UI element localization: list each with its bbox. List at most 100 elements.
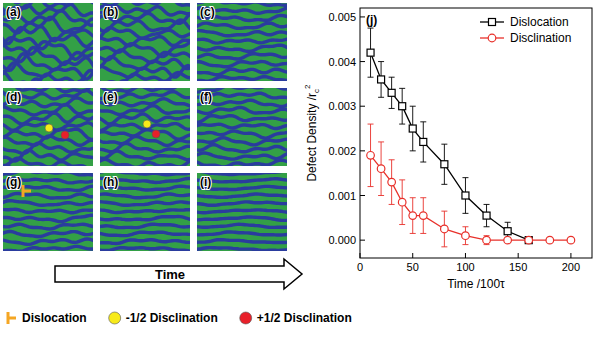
data-point <box>367 152 375 160</box>
x-axis-title: Time /100τ <box>447 277 505 291</box>
error-bar <box>399 180 405 225</box>
stripe <box>197 116 287 123</box>
error-bar <box>441 211 447 247</box>
y-tick-label: 0.005 <box>328 11 356 23</box>
pattern-panel <box>100 88 190 166</box>
y-axis-title: Defect Density /rc2 <box>303 84 321 182</box>
panel-label: (c) <box>200 5 215 19</box>
stripe <box>100 159 190 166</box>
legend-text: Dislocation <box>510 15 569 29</box>
stripe <box>3 239 93 245</box>
pattern-panel <box>3 88 93 166</box>
error-bar <box>368 28 374 77</box>
error-bar <box>410 106 416 151</box>
x-tick <box>518 253 519 258</box>
error-bar <box>389 160 395 205</box>
data-group <box>367 28 575 247</box>
disclination-symbol <box>109 312 121 324</box>
stripe <box>197 31 287 36</box>
x-tick-label: 50 <box>407 261 419 273</box>
x-tick <box>570 253 571 258</box>
y-tick <box>360 61 365 62</box>
data-point <box>462 232 470 240</box>
error-bar <box>462 227 468 245</box>
stripe <box>197 248 287 251</box>
stripe <box>100 81 190 82</box>
y-tick-label: 0.001 <box>328 190 356 202</box>
stripe <box>197 124 287 129</box>
stripe <box>197 130 287 138</box>
stripe <box>197 69 287 75</box>
error-bar <box>484 204 490 226</box>
stripe <box>3 201 93 206</box>
stripe <box>197 23 287 28</box>
stripe <box>3 232 93 237</box>
defect-legend-item: -1/2 Disclination <box>109 311 218 325</box>
data-point <box>399 103 406 110</box>
stripe <box>197 45 287 51</box>
stripe <box>100 136 190 145</box>
x-tick-label: 200 <box>562 261 580 273</box>
stripe <box>100 248 190 251</box>
disclination-symbol <box>152 130 160 138</box>
data-point <box>388 178 396 186</box>
data-point <box>441 225 449 233</box>
pattern-panel <box>3 3 93 81</box>
y-tick <box>360 195 365 196</box>
stripe <box>3 136 93 145</box>
stripe <box>197 210 287 213</box>
stripe <box>3 70 93 81</box>
y-tick <box>360 16 365 17</box>
defect-legend-item: Dislocation <box>8 311 87 325</box>
data-point <box>483 212 490 219</box>
data-point <box>398 198 406 206</box>
stripe <box>197 194 287 197</box>
y-tick <box>360 240 365 241</box>
pattern-ground <box>100 88 190 166</box>
defect-legend-item: +1/2 Disclination <box>240 311 352 325</box>
data-point <box>378 76 385 83</box>
panel-label: (d) <box>6 90 21 104</box>
disclination-symbol <box>240 312 252 324</box>
panel-label: (e) <box>103 90 118 104</box>
disclination-symbol <box>143 120 151 128</box>
stripe <box>197 107 287 113</box>
x-tick-label: 100 <box>456 261 474 273</box>
stripe <box>197 202 287 205</box>
legend-item: Disclination <box>480 31 571 45</box>
pattern-panel <box>100 173 190 251</box>
stripe <box>3 105 93 116</box>
stripe <box>3 224 93 229</box>
data-point <box>419 212 427 220</box>
figure: (a)(b)(c)(d)(e)(f)(g)(h)(i)TimeDislocati… <box>0 0 605 340</box>
stripe <box>197 145 287 152</box>
chart-panel-label: (j) <box>366 13 377 27</box>
data-point <box>525 237 532 244</box>
data-point <box>441 161 448 168</box>
dislocation-symbol <box>23 185 31 197</box>
stripe <box>197 62 287 67</box>
arrow-label: Time <box>155 267 185 282</box>
error-bar <box>410 198 416 234</box>
x-tick-label: 0 <box>357 261 363 273</box>
stripe <box>197 39 287 43</box>
y-tick-label: 0.003 <box>328 100 356 112</box>
panel-label: (g) <box>6 175 21 189</box>
defect-legend-text: Dislocation <box>22 311 87 325</box>
x-tick <box>412 253 413 258</box>
stripe <box>3 209 93 213</box>
stripe <box>100 130 190 140</box>
error-bar <box>378 142 384 196</box>
x-tick <box>360 253 361 258</box>
data-point <box>367 49 374 56</box>
pattern-panel <box>3 173 93 251</box>
stripe <box>100 151 190 160</box>
panel-label: (h) <box>103 175 118 189</box>
stripe <box>197 224 287 227</box>
stripe <box>197 54 287 59</box>
legend-text: Disclination <box>510 31 571 45</box>
data-point <box>420 138 427 145</box>
error-bar <box>399 88 405 124</box>
y-tick-label: 0.000 <box>328 234 356 246</box>
x-tick-label: 150 <box>509 261 527 273</box>
